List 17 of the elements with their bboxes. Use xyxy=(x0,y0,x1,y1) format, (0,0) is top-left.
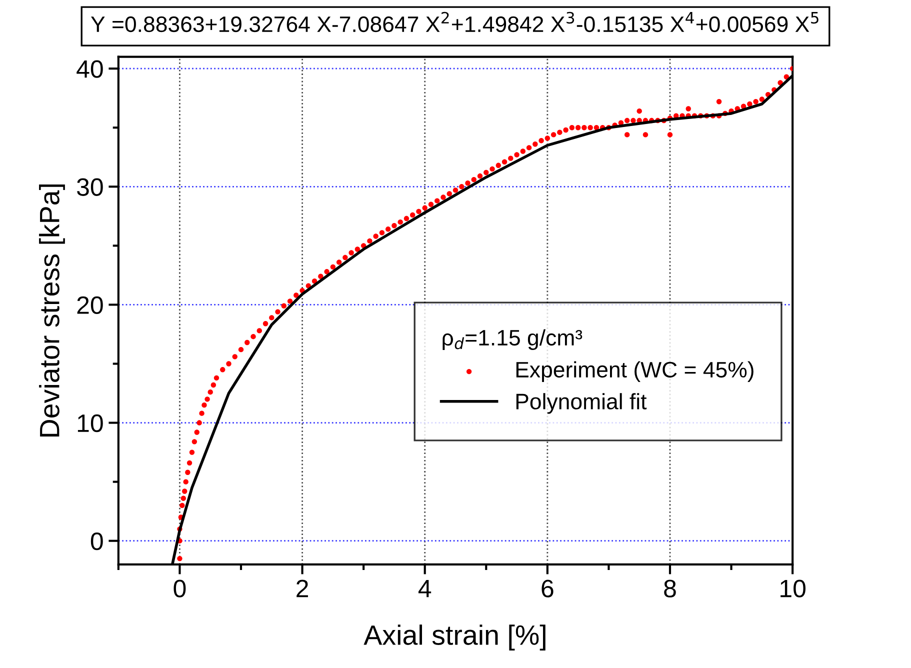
y-tick-label: 0 xyxy=(90,532,103,550)
y-axis-title: Deviator stress [kPa] xyxy=(39,184,65,436)
x-tick-label: 10 xyxy=(780,580,806,598)
chart-title: Y =0.88363+19.32764 X-7.08647 X$^{2}$+1.49842 X$^{3}$-0.15135 X$^{4}$+0.00569 X$^{5}$ xyxy=(90,12,818,32)
x-tick-label: 0 xyxy=(174,580,186,598)
x-axis-title: Axial strain [%] xyxy=(364,624,546,650)
legend-label: Experiment (WC = 45%) xyxy=(516,361,754,382)
legend-label: Polynomial fit xyxy=(516,393,647,414)
x-tick-label: 8 xyxy=(664,580,676,598)
legend-title: ρ$_{d}$=1.15 g/cm³ xyxy=(442,329,582,350)
x-tick-label: 4 xyxy=(418,580,432,598)
y-tick-label: 40 xyxy=(76,60,103,78)
y-tick-label: 10 xyxy=(78,414,103,432)
y-tick-label: 20 xyxy=(77,296,103,314)
x-tick-label: 6 xyxy=(542,580,554,598)
y-tick-label: 30 xyxy=(76,178,103,196)
x-tick-label: 2 xyxy=(296,580,308,598)
